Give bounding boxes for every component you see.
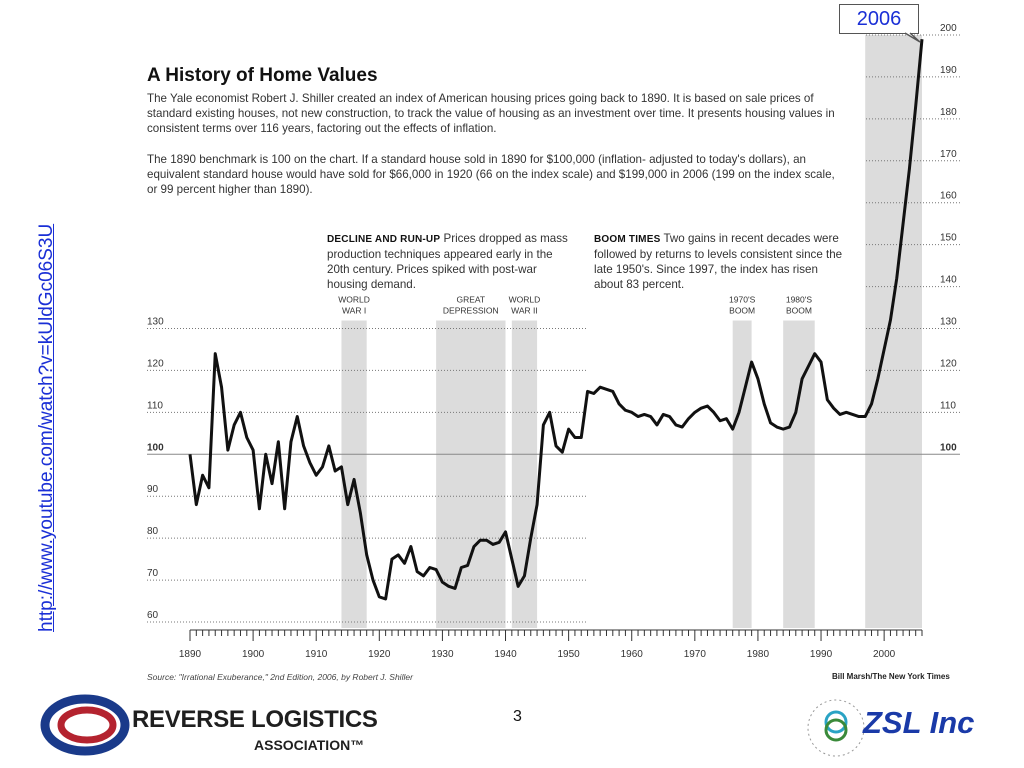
- period-label: GREAT: [456, 295, 485, 305]
- x-tick-label: 1930: [431, 649, 454, 660]
- y-tick-label-right: 190: [940, 65, 957, 76]
- note-boom-heading: BOOM TIMES: [594, 234, 661, 245]
- y-tick-label-left: 80: [147, 526, 159, 537]
- source-note: Source: "Irrational Exuberance," 2nd Edi…: [147, 672, 413, 682]
- period-label: 1980'S: [786, 295, 813, 305]
- x-tick-label: 2000: [873, 649, 896, 660]
- y-tick-label-right: 170: [940, 149, 957, 160]
- period-label: WAR II: [511, 306, 538, 316]
- x-tick-label: 1920: [368, 649, 391, 660]
- shaded-period: [783, 320, 815, 628]
- period-label: WAR I: [342, 306, 366, 316]
- page-number: 3: [513, 708, 522, 725]
- credit-line: Bill Marsh/The New York Times: [832, 672, 950, 681]
- x-tick-label: 1890: [179, 649, 202, 660]
- note-boom-body: Two gains in recent decades were followe…: [594, 232, 843, 291]
- y-tick-label-left: 120: [147, 358, 164, 369]
- y-tick-label-left: 110: [147, 400, 163, 411]
- reverse-logistics-logo: [40, 692, 405, 758]
- shaded-period: [436, 320, 506, 628]
- y-tick-label-left: 70: [147, 568, 159, 579]
- zsl-logo-text: ZSL Inc: [863, 705, 975, 740]
- y-tick-label-right: 130: [940, 317, 957, 328]
- home-value-line: [188, 39, 924, 601]
- period-label: BOOM: [786, 306, 812, 316]
- shaded-period: [732, 320, 752, 628]
- x-tick-label: 1970: [684, 649, 707, 660]
- note-decline-heading: DECLINE AND RUN-UP: [327, 234, 441, 245]
- x-tick-label: 1910: [305, 649, 328, 660]
- y-tick-label-left: 130: [147, 317, 164, 328]
- period-label: WORLD: [509, 295, 541, 305]
- y-tick-label-right: 180: [940, 107, 957, 118]
- note-decline: DECLINE AND RUN-UP Prices dropped as mas…: [327, 231, 577, 292]
- intro-paragraph-1: The Yale economist Robert J. Shiller cre…: [147, 92, 835, 135]
- period-label: WORLD: [338, 295, 370, 305]
- chart-title: A History of Home Values: [147, 65, 378, 86]
- intro-paragraph-2: The 1890 benchmark is 100 on the chart. …: [147, 153, 835, 196]
- x-tick-label: 1990: [810, 649, 833, 660]
- period-label: DEPRESSION: [443, 306, 499, 316]
- note-decline-body: Prices dropped as mass production techni…: [327, 232, 568, 291]
- y-tick-label-left: 90: [147, 484, 159, 495]
- x-tick-label: 1980: [747, 649, 770, 660]
- period-label: BOOM: [729, 306, 755, 316]
- y-tick-label-right: 110: [940, 400, 956, 411]
- y-tick-label-right: 120: [940, 358, 957, 369]
- y-tick-label-right: 160: [940, 191, 957, 202]
- y-tick-label-right: 150: [940, 233, 957, 244]
- note-boom: BOOM TIMES Two gains in recent decades w…: [594, 231, 844, 292]
- x-tick-label: 1900: [242, 649, 265, 660]
- y-tick-label-left: 100: [147, 442, 164, 453]
- x-tick-label: 1960: [621, 649, 644, 660]
- y-tick-label-right: 140: [940, 275, 957, 286]
- y-tick-label-right: 100: [940, 442, 957, 453]
- x-tick-label: 1940: [494, 649, 517, 660]
- y-tick-label-left: 60: [147, 610, 159, 621]
- shaded-period: [341, 320, 367, 628]
- rla-name: REVERSE LOGISTICS: [132, 706, 378, 733]
- callout-pointer: [904, 32, 921, 43]
- rla-swoosh-icon: [40, 694, 130, 756]
- rla-subname: ASSOCIATION™: [254, 737, 365, 753]
- y-tick-label-right: 200: [940, 23, 957, 34]
- period-label: 1970'S: [729, 295, 756, 305]
- x-tick-label: 1950: [557, 649, 580, 660]
- year-callout: 2006: [839, 4, 919, 34]
